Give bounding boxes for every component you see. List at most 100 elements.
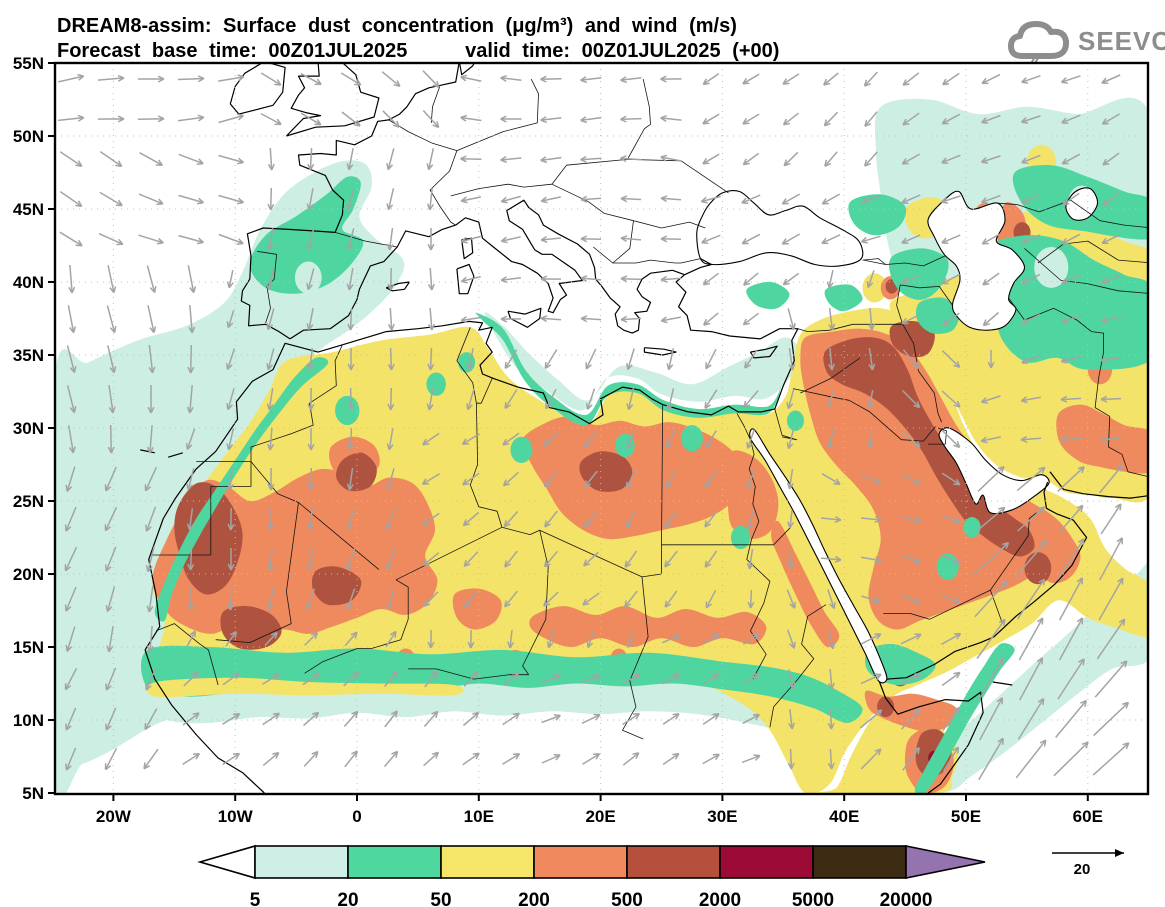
wind-arrow-icon bbox=[59, 151, 83, 167]
wind-arrow-icon bbox=[462, 472, 480, 486]
wind-arrow-icon bbox=[502, 752, 521, 765]
wind-arrow-icon bbox=[267, 427, 275, 451]
wind-arrow-icon bbox=[266, 588, 274, 611]
wind-arrow-icon bbox=[624, 590, 638, 608]
country-border bbox=[797, 323, 903, 332]
wind-arrow-icon bbox=[626, 388, 635, 411]
country-border bbox=[476, 378, 493, 404]
wind-arrow-icon bbox=[1101, 74, 1121, 85]
wind-arrow-icon bbox=[68, 264, 76, 294]
wind-arrow-icon bbox=[218, 113, 244, 124]
wind-arrow-icon bbox=[942, 746, 960, 772]
wind-arrow-icon bbox=[1061, 114, 1081, 124]
country-border bbox=[928, 427, 947, 445]
wind-arrow-icon bbox=[1092, 742, 1130, 776]
wind-arrow-icon bbox=[1020, 115, 1041, 124]
wind-arrow-icon bbox=[67, 425, 76, 454]
wind-arrow-icon bbox=[227, 548, 235, 571]
wind-arrow-icon bbox=[267, 507, 275, 531]
wind-arrow-icon bbox=[546, 630, 554, 649]
wind-arrow-icon bbox=[1061, 233, 1081, 245]
wind-arrow-icon bbox=[901, 473, 921, 485]
wind-arrow-icon bbox=[147, 305, 157, 334]
wind-arrow-icon bbox=[426, 387, 434, 411]
lon-label: 10W bbox=[218, 807, 254, 826]
wind-arrow-icon bbox=[742, 632, 760, 646]
dust-20-50 bbox=[140, 645, 863, 723]
wind-arrow-icon bbox=[145, 506, 157, 532]
wind-arrow-icon bbox=[182, 712, 200, 726]
wind-arrow-icon bbox=[981, 233, 1001, 245]
wind-arrow-icon bbox=[540, 156, 562, 164]
wind-arrow-icon bbox=[423, 591, 439, 607]
wind-arrow-icon bbox=[743, 390, 759, 409]
wind-arrow-icon bbox=[662, 712, 680, 725]
wind-arrow-icon bbox=[742, 113, 760, 125]
wind-arrow-icon bbox=[1094, 660, 1128, 698]
dust-20-50 bbox=[824, 284, 863, 312]
wind-arrow-icon bbox=[460, 275, 481, 284]
wind-arrow-icon bbox=[426, 148, 435, 171]
wind-arrow-icon bbox=[940, 195, 961, 204]
wind-arrow-icon bbox=[387, 267, 395, 291]
dust-500-2000 bbox=[579, 451, 633, 492]
wind-arrow-icon bbox=[821, 515, 842, 523]
wind-arrow-icon bbox=[1057, 658, 1085, 700]
wind-arrow-icon bbox=[266, 348, 275, 371]
dust-20-50 bbox=[335, 395, 360, 426]
wind-arrow-icon bbox=[307, 428, 315, 451]
wind-arrow-icon bbox=[186, 508, 194, 531]
graticule-gridlines bbox=[55, 63, 1148, 794]
wind-arrow-icon bbox=[460, 114, 482, 122]
logo-text: SEEVCCC bbox=[1078, 26, 1165, 56]
wind-arrow-icon bbox=[782, 112, 799, 126]
wind-arrow-icon bbox=[620, 275, 642, 283]
wind-arrow-icon bbox=[300, 112, 322, 126]
wind-arrow-icon bbox=[267, 147, 275, 171]
wind-arrow-icon bbox=[104, 506, 118, 532]
wind-arrow-icon bbox=[303, 750, 319, 767]
coastline bbox=[886, 481, 1088, 680]
wind-arrow-icon bbox=[382, 110, 400, 128]
dust-200-500 bbox=[724, 450, 779, 540]
country-border bbox=[990, 512, 1037, 591]
lat-label: 45N bbox=[13, 200, 44, 219]
wind-arrow-icon bbox=[227, 507, 235, 531]
wind-arrow-icon bbox=[978, 737, 1004, 781]
wind-arrow-icon bbox=[144, 708, 158, 731]
wind-arrow-icon bbox=[466, 388, 475, 411]
wind-arrow-icon bbox=[974, 580, 1008, 618]
wind-arrow-icon bbox=[980, 436, 1001, 444]
wind-arrow-icon bbox=[901, 389, 921, 409]
colorbar-cell bbox=[254, 845, 349, 879]
wind-arrow-icon bbox=[666, 348, 675, 371]
wind-arrow-icon bbox=[1018, 617, 1044, 661]
wind-arrow-icon bbox=[1100, 503, 1122, 535]
wind-arrow-icon bbox=[868, 347, 876, 371]
wind-arrow-icon bbox=[704, 550, 718, 568]
wind-arrow-icon bbox=[99, 191, 123, 207]
wind-arrow-icon bbox=[620, 235, 642, 243]
wind-arrow-icon bbox=[742, 312, 760, 326]
wind-arrow-icon bbox=[859, 709, 883, 729]
wind-arrow-icon bbox=[702, 113, 720, 125]
dust-500-2000 bbox=[311, 566, 362, 606]
colorbar-value-label: 20 bbox=[337, 890, 358, 907]
wind-arrow-icon bbox=[262, 751, 280, 766]
wind-arrow-icon bbox=[466, 348, 474, 371]
wind-arrow-icon bbox=[386, 428, 394, 451]
wind-arrow-icon bbox=[1099, 537, 1124, 581]
wind-arrow-icon bbox=[744, 349, 758, 369]
wind-arrow-icon bbox=[824, 151, 838, 167]
dust-500-2000 bbox=[220, 606, 282, 650]
country-border bbox=[388, 119, 458, 226]
wind-arrow-icon bbox=[187, 344, 195, 374]
lat-label: 15N bbox=[13, 638, 44, 657]
wind-arrow-icon bbox=[500, 155, 522, 164]
wind-arrow-icon bbox=[863, 151, 878, 167]
wind-arrow-icon bbox=[827, 589, 836, 610]
wind-arrow-icon bbox=[786, 589, 796, 609]
wind-arrow-icon bbox=[1057, 538, 1085, 580]
country-border bbox=[304, 579, 409, 674]
wind-arrow-icon bbox=[820, 555, 842, 563]
